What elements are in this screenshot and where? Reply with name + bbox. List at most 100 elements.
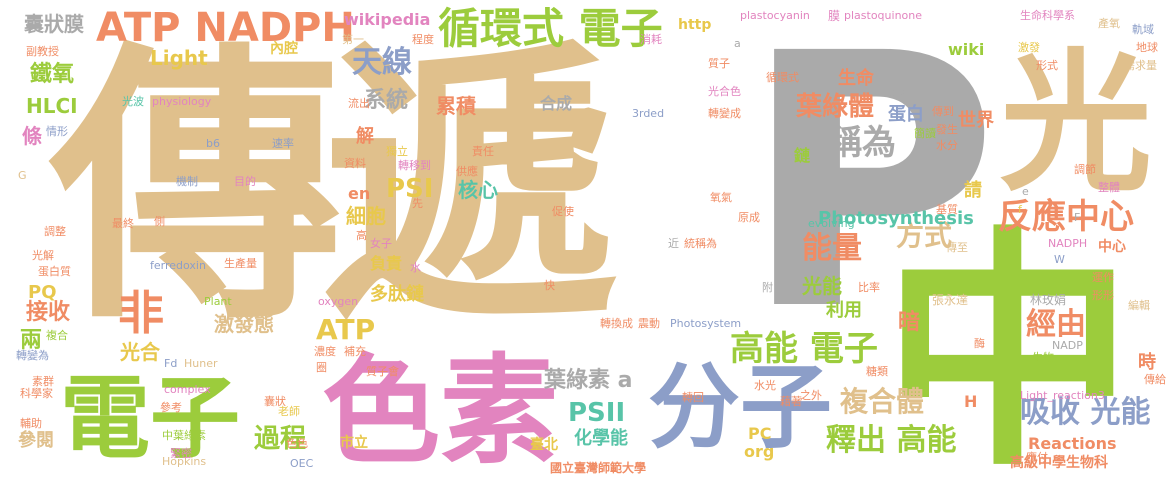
word: 消耗 — [640, 33, 662, 46]
word: 質子會 — [366, 365, 399, 378]
word: 參考 — [160, 401, 182, 414]
word: 水光 — [754, 379, 776, 392]
word: 接收 — [26, 300, 71, 325]
word: 內腔 — [270, 41, 298, 57]
word: 世界 — [958, 110, 994, 131]
word: 基質 — [936, 203, 958, 216]
word: 轉變成 — [708, 107, 741, 120]
word: 色色 — [286, 437, 308, 450]
word: 分子 — [648, 354, 833, 461]
word: 情形 — [46, 125, 68, 138]
word: 附 — [762, 281, 773, 294]
word: 質子 — [708, 57, 730, 70]
word: 應付 — [1026, 451, 1048, 464]
word: 細胞 — [346, 204, 386, 228]
word: 快 — [544, 279, 555, 292]
word: 流出 — [348, 97, 370, 110]
word: 第一 — [342, 33, 364, 46]
word: 光合 — [120, 340, 160, 364]
word: 最終 — [112, 217, 134, 230]
word: 先 — [412, 197, 423, 210]
word: 系統 — [364, 88, 409, 113]
word: 解 — [356, 126, 374, 147]
word: plastocyanin — [740, 9, 810, 22]
word: 生產量 — [224, 257, 257, 270]
word: 獨立 — [386, 145, 408, 158]
word: Huner — [184, 357, 218, 370]
word: 方式 — [896, 219, 953, 252]
word: 地球 — [1136, 41, 1158, 54]
word: G — [18, 169, 27, 182]
word: 側 — [154, 215, 165, 228]
word: 色素 — [322, 342, 559, 480]
word: 目的 — [234, 175, 256, 188]
word: 轉變為 — [16, 349, 49, 362]
word: 調節 — [1074, 163, 1096, 176]
word: plastoquinone — [844, 9, 923, 22]
word: Photosynthesis — [818, 208, 974, 229]
word: 藉著 — [780, 395, 802, 408]
word: 兩 — [20, 328, 43, 353]
word: 資料 — [344, 157, 366, 170]
word: ATP NADPH — [96, 5, 355, 51]
word: 傳到 — [932, 105, 954, 118]
word: 化學能 — [574, 428, 628, 449]
word: Fd — [164, 357, 178, 370]
word: Light — [150, 46, 208, 70]
word: 速率 — [272, 137, 294, 150]
word: 暗 — [898, 310, 921, 335]
word: 稱為 — [828, 123, 896, 163]
word: e — [1022, 185, 1029, 198]
word: 產氧 — [1098, 17, 1120, 30]
word: 參閱 — [18, 430, 54, 451]
word: 利用 — [826, 300, 862, 321]
word: 緊密 — [170, 447, 192, 460]
word: 高級中學生物科 — [1010, 455, 1108, 471]
word: 多肽鏈 — [370, 284, 424, 305]
word: 轉回 — [682, 391, 704, 404]
word: Plant — [204, 295, 232, 308]
word: 時 — [1138, 352, 1156, 373]
word: 副教授 — [26, 45, 59, 58]
word: 過程 — [254, 424, 307, 454]
word: 葉綠素 a — [544, 368, 633, 393]
word: 負責 — [370, 254, 403, 273]
word: 形式 — [1036, 59, 1058, 72]
word: 電子 — [60, 366, 240, 471]
word: H — [964, 392, 978, 411]
word: 統稱為 — [684, 237, 717, 250]
word: 囊狀 — [264, 395, 286, 408]
word: Hopkins — [162, 455, 207, 468]
word: 光波 — [122, 95, 144, 108]
word: 光能 — [802, 274, 842, 298]
word: 循環式 — [766, 71, 799, 84]
word: 水 — [410, 261, 421, 274]
word: 國立臺灣師範大學 — [550, 461, 647, 475]
word: 生命科學系 — [1020, 9, 1075, 22]
word: Reactions — [1028, 434, 1117, 453]
word: physiology — [152, 95, 212, 108]
word: 條 — [22, 124, 42, 148]
word: 整體 — [1098, 181, 1120, 194]
word: 補充 — [344, 345, 366, 358]
word: 吸收 光能 — [1020, 395, 1151, 430]
word: 複合 — [46, 329, 68, 342]
word: 生命 — [838, 68, 874, 89]
word: 機制 — [176, 175, 198, 188]
word: 核心 — [458, 178, 498, 202]
word: 釋出 高能 — [826, 423, 957, 458]
word: F — [1074, 211, 1081, 224]
word: 激發態 — [214, 312, 274, 336]
word: wikipedia — [344, 10, 431, 29]
word: 科學家 — [20, 387, 53, 400]
word: 軌域 — [1132, 23, 1154, 36]
word: PC — [748, 424, 772, 443]
word: PSI — [386, 174, 434, 204]
word: 供應 — [456, 165, 478, 178]
word: 傳至 — [946, 241, 968, 254]
word: 生物 — [1032, 351, 1054, 364]
word: 調整 — [44, 225, 66, 238]
word: complex — [164, 383, 211, 396]
word: 市立 — [340, 435, 368, 451]
